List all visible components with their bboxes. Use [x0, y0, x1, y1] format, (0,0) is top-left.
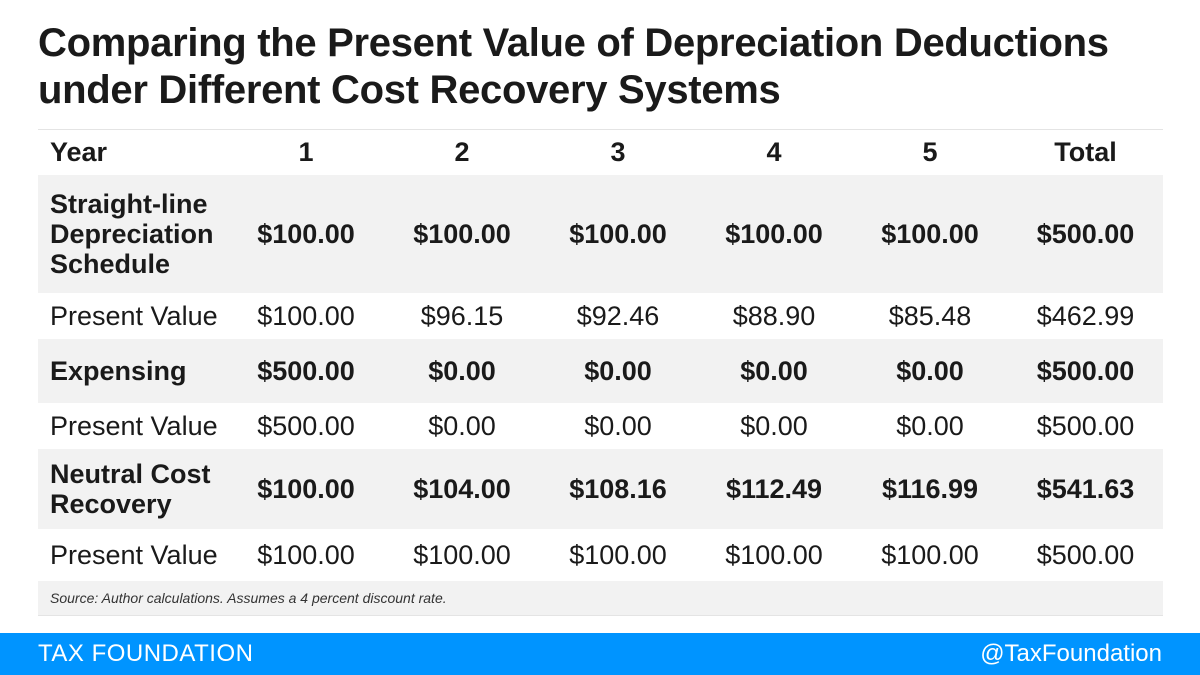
table-body: Straight-line Depreciation Schedule $100.…	[38, 175, 1163, 581]
value-cell: $500.00	[257, 410, 355, 441]
value-cell: $100.00	[413, 539, 511, 570]
table-row: Neutral Cost Recovery $100.00 $104.00 $108.…	[38, 449, 1163, 529]
value-cell: $100.00	[540, 175, 696, 293]
value-cell: $0.00	[540, 339, 696, 403]
value-cell: $96.15	[420, 300, 504, 331]
value-cell: $112.49	[696, 449, 852, 529]
total-cell: $500.00	[1036, 539, 1135, 570]
column-header: Year	[50, 137, 108, 167]
value-cell: $100.00	[384, 175, 540, 293]
row-label: Expensing	[38, 339, 228, 403]
column-header: 4	[766, 137, 782, 167]
value-cell: $88.90	[732, 300, 816, 331]
total-cell: $541.63	[1008, 449, 1163, 529]
source-note: Source: Author calculations. Assumes a 4…	[38, 581, 1163, 616]
row-label: Present Value	[50, 540, 218, 570]
table-row: Straight-line Depreciation Schedule $100.…	[38, 175, 1163, 293]
value-cell: $0.00	[384, 339, 540, 403]
table-row: Expensing $500.00 $0.00 $0.00 $0.00 $0.00 $500…	[38, 339, 1163, 403]
value-cell: $100.00	[257, 300, 355, 331]
value-cell: $100.00	[725, 539, 823, 570]
value-cell: $100.00	[881, 539, 979, 570]
table-row: Present Value $500.00 $0.00 $0.00 $0.00 $0.00…	[38, 403, 1163, 449]
row-label: Straight-line Depreciation Schedule	[38, 175, 228, 293]
total-cell: $462.99	[1036, 300, 1135, 331]
chart-title: Comparing the Present Value of Depreciat…	[38, 21, 1109, 112]
table-row: Present Value $100.00 $100.00 $100.00 $100.0…	[38, 529, 1163, 581]
value-cell: $100.00	[257, 539, 355, 570]
column-header: 2	[454, 137, 470, 167]
value-cell: $100.00	[852, 175, 1008, 293]
total-cell: $500.00	[1008, 339, 1163, 403]
value-cell: $85.48	[888, 300, 972, 331]
value-cell: $0.00	[584, 410, 652, 441]
depreciation-table: Year 1 2 3 4 5 Total Straight-line Depre…	[38, 130, 1163, 581]
value-cell: $108.16	[540, 449, 696, 529]
row-label: Present Value	[50, 301, 218, 331]
value-cell: $0.00	[428, 410, 496, 441]
value-cell: $100.00	[228, 449, 384, 529]
value-cell: $0.00	[852, 339, 1008, 403]
value-cell: $500.00	[228, 339, 384, 403]
column-header: 3	[610, 137, 626, 167]
social-handle: @TaxFoundation	[980, 640, 1162, 667]
total-cell: $500.00	[1036, 410, 1135, 441]
row-label: Present Value	[50, 411, 218, 441]
data-table-container: Year 1 2 3 4 5 Total Straight-line Depre…	[38, 129, 1163, 616]
row-label: Neutral Cost Recovery	[38, 449, 228, 529]
brand-name: TAX FOUNDATION	[38, 640, 254, 667]
footer-bar: TAX FOUNDATION @TaxFoundation	[0, 633, 1200, 675]
column-header: 1	[298, 137, 314, 167]
table-row: Present Value $100.00 $96.15 $92.46 $88.90 $8…	[38, 293, 1163, 339]
value-cell: $0.00	[740, 410, 808, 441]
value-cell: $0.00	[696, 339, 852, 403]
column-header: 5	[922, 137, 938, 167]
value-cell: $104.00	[384, 449, 540, 529]
value-cell: $116.99	[852, 449, 1008, 529]
value-cell: $92.46	[576, 300, 660, 331]
header-row: Year 1 2 3 4 5 Total	[38, 130, 1163, 175]
value-cell: $100.00	[569, 539, 667, 570]
column-header: Total	[1054, 137, 1117, 167]
total-cell: $500.00	[1008, 175, 1163, 293]
value-cell: $100.00	[228, 175, 384, 293]
value-cell: $100.00	[696, 175, 852, 293]
value-cell: $0.00	[896, 410, 964, 441]
